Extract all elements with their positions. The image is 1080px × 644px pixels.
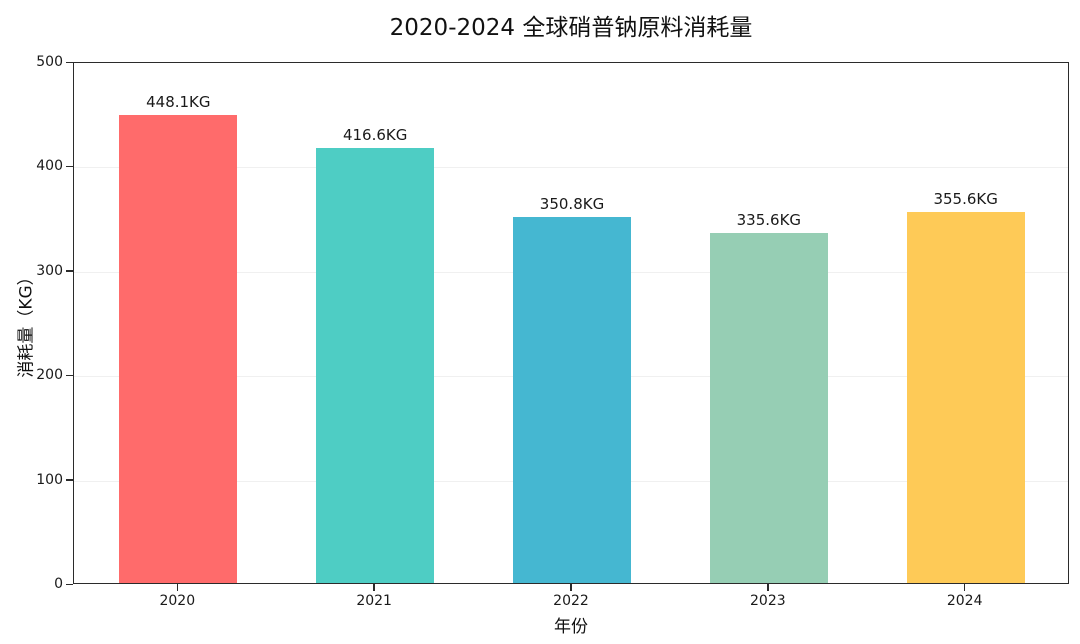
bar-2022 [512, 216, 632, 583]
y-tick-label: 200 [36, 367, 63, 384]
gridline [74, 167, 1068, 169]
y-tick-label: 100 [36, 471, 63, 488]
bar-2021 [316, 148, 435, 583]
y-tick-label: 0 [54, 576, 63, 592]
x-tick-label: 2020 [159, 593, 196, 609]
x-tick-mark [963, 584, 966, 591]
x-tick-mark [176, 584, 179, 591]
bar-value-label: 335.6KG [736, 210, 802, 229]
y-tick-mark [66, 270, 73, 272]
bar-2024 [906, 211, 1025, 583]
plot-area: 448.1KG 416.6KG 350.8KG 335.6KG 355.6KG [73, 62, 1069, 584]
y-tick-label: 500 [36, 54, 63, 70]
y-tick-mark [66, 61, 73, 63]
x-tick-label: 2024 [946, 593, 983, 609]
x-axis-label: 年份 [554, 617, 588, 637]
y-tick-mark [66, 374, 73, 377]
bar-value-label: 448.1KG [146, 93, 211, 112]
y-axis-label: 消耗量（KG） [16, 268, 37, 378]
y-tick-mark [66, 479, 73, 481]
x-tick-label: 2023 [750, 593, 786, 609]
y-tick-mark [66, 165, 73, 168]
x-tick-label: 2022 [553, 593, 589, 609]
bar-value-label: 416.6KG [342, 126, 408, 145]
x-tick-mark [767, 584, 769, 591]
x-tick-mark [373, 584, 375, 591]
y-tick-label: 300 [36, 262, 63, 279]
bar-value-label: 350.8KG [539, 194, 605, 213]
x-tick-mark [570, 584, 572, 591]
bar-2023 [709, 232, 828, 583]
y-tick-mark [66, 583, 73, 585]
chart-title: 2020-2024 全球硝普钠原料消耗量 [389, 15, 753, 41]
x-tick-label: 2021 [356, 593, 392, 609]
bar-2020 [119, 115, 238, 583]
bar-value-label: 355.6KG [933, 189, 998, 208]
y-tick-label: 400 [36, 158, 63, 175]
